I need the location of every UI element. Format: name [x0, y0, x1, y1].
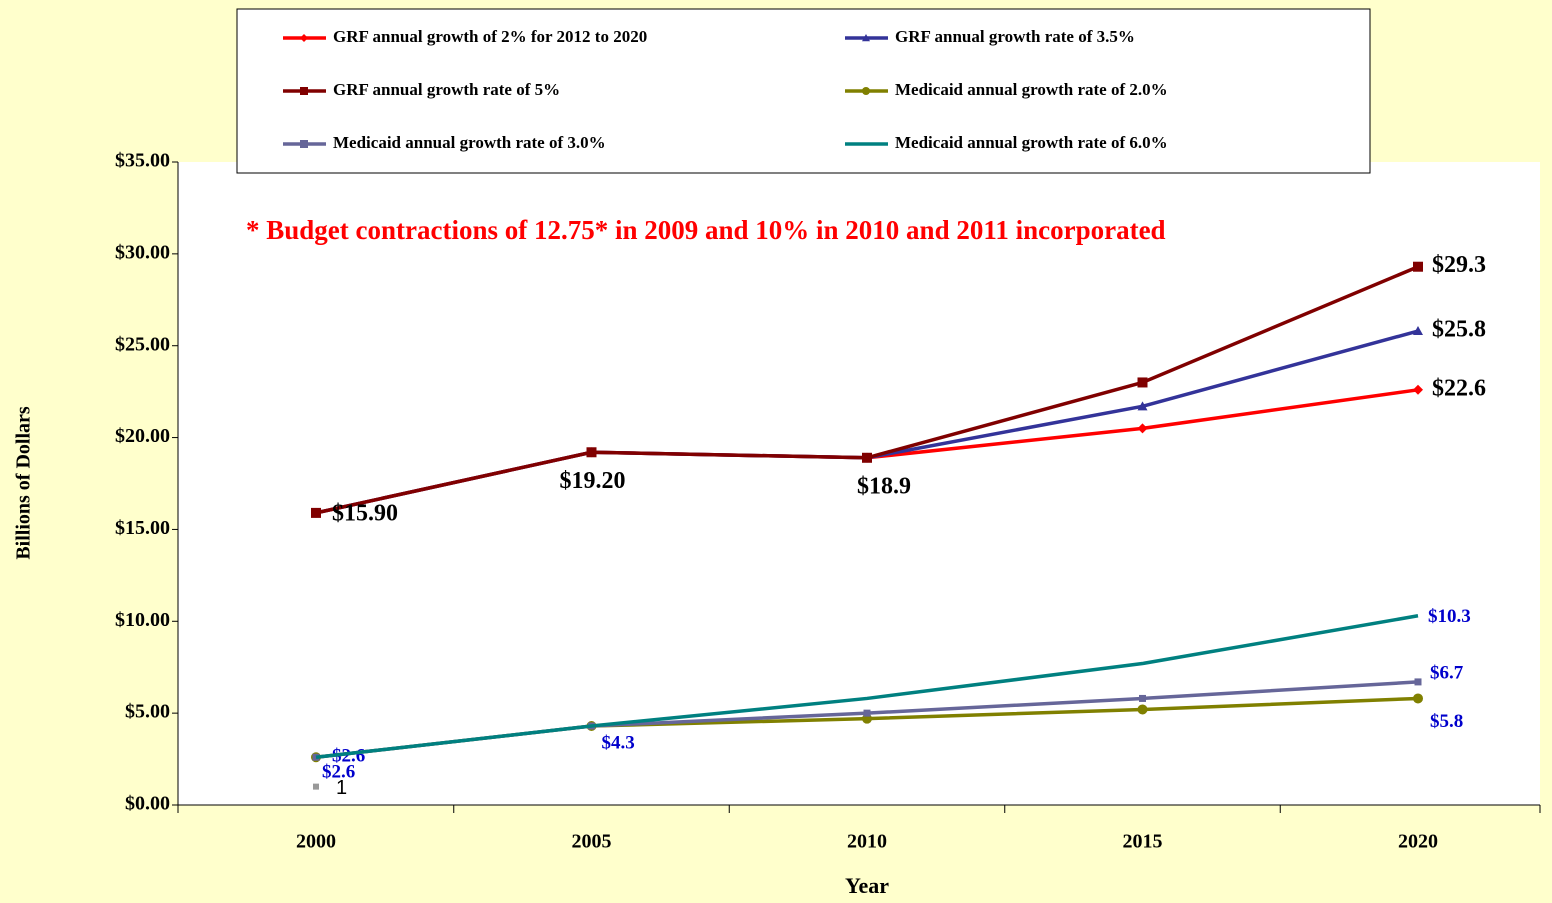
marker	[1414, 678, 1422, 686]
x-tick-label: 2000	[296, 831, 336, 853]
marker	[586, 447, 597, 458]
marker	[862, 87, 870, 95]
x-tick-label: 2015	[1123, 831, 1163, 853]
y-tick-label: $20.00	[115, 425, 170, 447]
y-tick-label: $30.00	[115, 241, 170, 263]
series-line	[315, 614, 1419, 759]
y-axis-title: Billions of Dollars	[13, 406, 35, 560]
legend-label: GRF annual growth rate of 3.5%	[895, 27, 1135, 46]
marker	[1139, 694, 1146, 702]
y-tick-label: $15.00	[115, 517, 170, 539]
data-label: $6.7	[1430, 662, 1464, 683]
marker	[1137, 377, 1148, 388]
marker	[1413, 693, 1423, 704]
legend-label: GRF annual growth rate of 5%	[333, 80, 560, 99]
data-label: 1	[336, 777, 347, 799]
legend-label: GRF annual growth of 2% for 2012 to 2020	[333, 27, 647, 46]
y-tick-label: $35.00	[115, 150, 170, 172]
data-label: $25.8	[1432, 317, 1486, 343]
data-label: $22.6	[1432, 375, 1486, 401]
data-label: $4.3	[602, 732, 635, 753]
y-tick-label: $10.00	[115, 609, 170, 631]
marker	[1137, 704, 1148, 715]
marker	[1413, 261, 1423, 272]
data-label: $18.9	[857, 473, 911, 499]
legend-box	[236, 8, 1371, 174]
legend-label: Medicaid annual growth rate of 6.0%	[895, 133, 1168, 152]
data-label: $29.3	[1432, 252, 1486, 278]
marker	[300, 87, 308, 95]
marker	[311, 507, 321, 518]
x-axis-title: Year	[845, 873, 889, 898]
legend-label: Medicaid annual growth rate of 2.0%	[895, 80, 1168, 99]
marker	[1137, 423, 1148, 434]
x-tick-label: 2020	[1398, 831, 1438, 853]
annotation: * Budget contractions of 12.75* in 2009 …	[246, 215, 1166, 245]
data-label: $15.90	[332, 500, 398, 526]
marker	[313, 783, 319, 790]
marker	[1137, 401, 1148, 411]
marker	[1413, 384, 1423, 395]
x-tick-label: 2005	[572, 831, 612, 853]
marker	[863, 709, 871, 717]
marker	[862, 452, 872, 463]
y-tick-label: $0.00	[125, 793, 170, 815]
data-label: $10.3	[1428, 606, 1471, 627]
marker	[862, 34, 870, 42]
y-tick-label: $5.00	[125, 701, 170, 723]
legend-label: Medicaid annual growth rate of 3.0%	[333, 133, 606, 152]
data-label: $5.8	[1430, 711, 1463, 732]
data-label: $2.6	[322, 762, 355, 783]
x-tick-label: 2010	[847, 831, 887, 853]
data-label: $19.20	[560, 468, 626, 494]
marker	[300, 34, 308, 42]
marker	[300, 140, 308, 148]
marker	[1413, 326, 1423, 336]
y-tick-label: $25.00	[115, 333, 170, 355]
